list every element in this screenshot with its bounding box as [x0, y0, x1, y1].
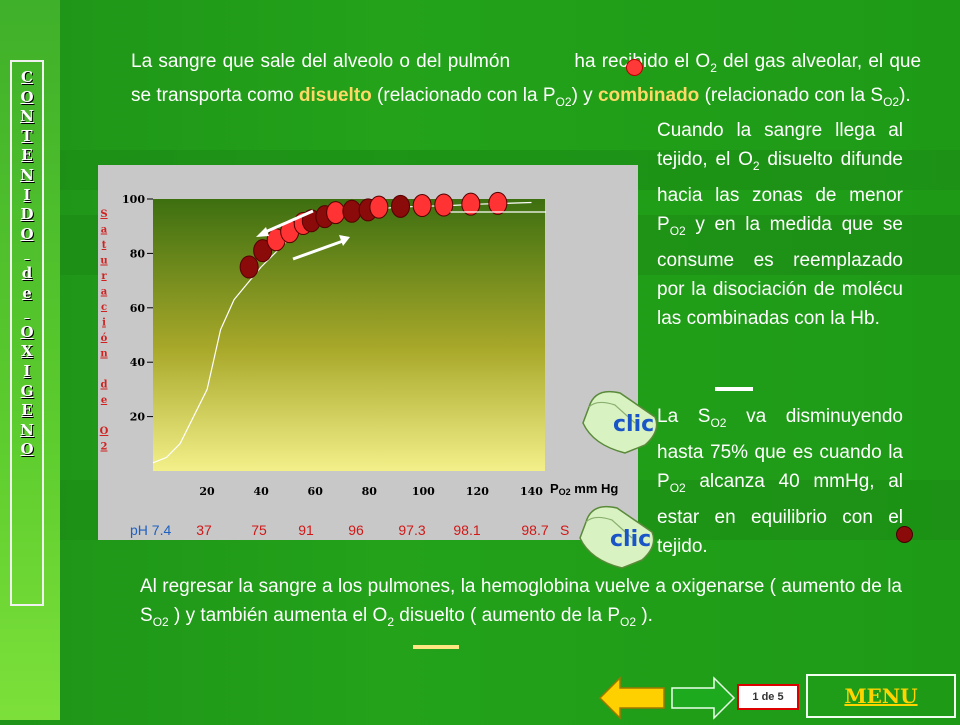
clic-label-2: clic — [610, 527, 651, 552]
y-axis-label-letter: S — [100, 209, 107, 220]
menu-label: MENU — [844, 684, 918, 708]
disuelto-highlight: disuelto — [298, 84, 372, 106]
so2-label: S — [560, 522, 569, 538]
next-arrow-button[interactable] — [670, 676, 736, 720]
sidebar-letter: X — [21, 342, 33, 361]
sidebar-letter: E — [21, 401, 33, 420]
page-indicator: 1 de 5 — [737, 684, 799, 710]
y-axis-label-letter: O — [100, 426, 109, 437]
x-tick-label: 140 — [520, 485, 543, 498]
sidebar-letter: I — [23, 185, 31, 204]
arrow-left-icon — [598, 676, 665, 720]
y-axis-label-letter: i — [102, 318, 106, 329]
blood-cell-dot — [412, 194, 432, 218]
sidebar-letter: D — [20, 205, 34, 224]
sidebar-letter: E — [21, 146, 33, 165]
blood-cell-dot — [488, 191, 508, 215]
blood-cell-dot — [253, 239, 273, 263]
x-tick-label: 120 — [466, 485, 489, 498]
so2-value: 91 — [298, 522, 314, 538]
y-axis-label-letter: r — [101, 271, 107, 282]
y-axis-label-letter: e — [101, 395, 107, 406]
clic-button-2[interactable]: clic — [572, 500, 655, 570]
y-axis-label-letter: 2 — [101, 442, 108, 453]
red-blood-dot — [626, 59, 643, 76]
so2-value: 97.3 — [398, 522, 425, 538]
y-axis-label-letter: u — [100, 256, 107, 267]
y-axis-label-letter: t — [102, 240, 107, 251]
y-axis-label-letter: a — [101, 287, 108, 298]
sidebar-letter: N — [20, 107, 34, 126]
x-tick-label: 80 — [362, 485, 378, 498]
so2-value: 96 — [348, 522, 364, 538]
blood-cell-dot — [461, 192, 481, 216]
saturation-paragraph: La SO2 va disminuyendo hasta 75% que es … — [657, 406, 903, 557]
blood-cell-dot — [326, 201, 346, 225]
ph-label: pH 7.4 — [130, 522, 171, 538]
x-axis-label: PO2 mm Hg — [550, 481, 618, 497]
blood-cell-dot — [369, 195, 389, 219]
arrow-up-icon — [292, 235, 350, 261]
sidebar-letter: d — [21, 263, 33, 282]
blood-cell-dot — [391, 194, 411, 218]
sidebar-letter: O — [20, 224, 34, 243]
so2-value: 98.1 — [453, 522, 480, 538]
x-tick-label: 40 — [253, 485, 269, 498]
sidebar-letter: N — [20, 165, 34, 184]
arrow-right-icon — [671, 676, 736, 720]
sidebar-letter: O — [20, 87, 34, 106]
y-tick-label: 40 — [130, 356, 146, 369]
so2-value: 75 — [251, 522, 267, 538]
dash-indicator — [715, 387, 753, 391]
dark-blood-dot — [896, 526, 913, 543]
menu-button[interactable]: MENU — [806, 674, 956, 718]
sidebar-letter: e — [22, 283, 32, 302]
mouse-icon — [582, 390, 658, 454]
sidebar-letter — [12, 244, 42, 264]
clic-label-1: clic — [613, 412, 654, 437]
intro-paragraph: La sangre que sale del alveolo o del pul… — [131, 51, 922, 109]
y-tick-label: 80 — [130, 247, 146, 260]
plot-area — [153, 199, 545, 471]
y-axis-label-letter: a — [101, 225, 108, 236]
prev-arrow-button[interactable] — [598, 676, 666, 720]
sidebar-letter: C — [21, 68, 33, 86]
yellow-dash-indicator — [413, 645, 459, 649]
sidebar-letter — [12, 303, 42, 323]
so2-value: 98.7 — [521, 522, 548, 538]
blood-cell-dot — [342, 199, 362, 223]
sidebar-letter: O — [20, 322, 34, 341]
blood-cell-dot — [434, 193, 454, 217]
so2-value: 37 — [196, 522, 212, 538]
return-paragraph: Al regresar la sangre a los pulmones, la… — [140, 576, 902, 629]
sidebar-letter: I — [23, 361, 31, 380]
y-axis-label-letter: ó — [101, 333, 108, 344]
sidebar-letter: N — [20, 420, 34, 439]
y-axis-label-letter: d — [101, 380, 108, 391]
sidebar-letter: G — [20, 381, 34, 400]
sidebar-letter: T — [21, 126, 33, 145]
y-tick-label: 100 — [122, 193, 145, 206]
y-tick-label: 60 — [130, 302, 146, 315]
y-axis-label-letter: c — [101, 302, 107, 313]
y-tick-label: 20 — [130, 411, 146, 424]
x-tick-label: 100 — [412, 485, 435, 498]
combinado-highlight: combinado — [597, 84, 700, 106]
x-tick-label: 60 — [308, 485, 324, 498]
clic-button-1[interactable]: clic — [575, 385, 658, 455]
blood-cell-dot — [239, 255, 259, 279]
mouse-icon — [579, 505, 655, 569]
x-tick-label: 20 — [199, 485, 215, 498]
arrow-down-icon — [256, 209, 314, 237]
sidebar-letter: O — [20, 440, 34, 459]
y-axis-label-letter: n — [100, 349, 108, 360]
tissue-paragraph: Cuando la sangre llega al tejido, el O2 … — [657, 120, 903, 329]
